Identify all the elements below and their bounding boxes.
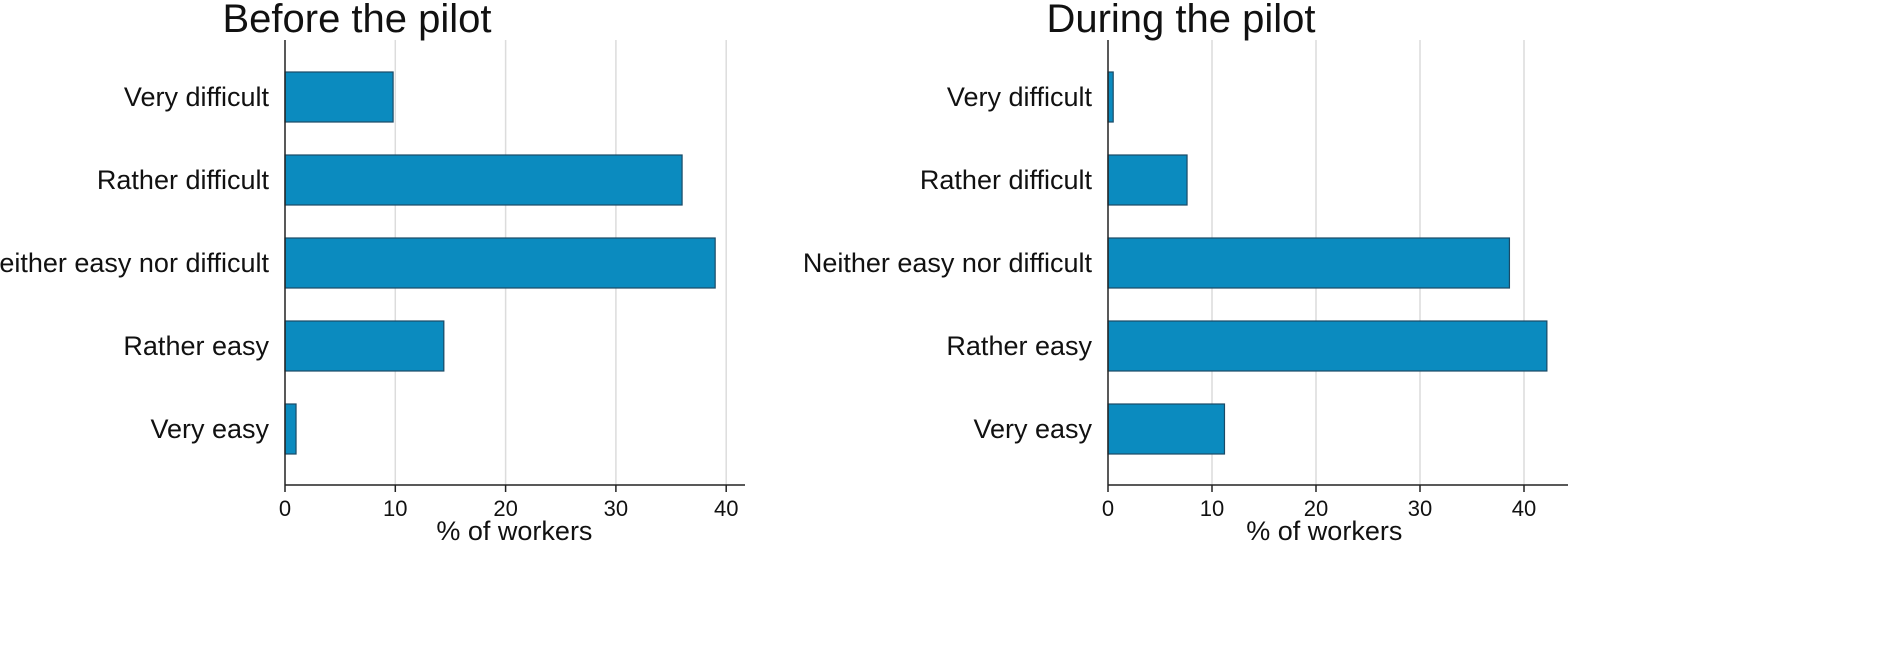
x-tick-label: 30: [604, 496, 628, 521]
bar-rather-difficult: [284, 154, 683, 206]
category-label: Neither easy nor difficult: [803, 248, 1093, 278]
bar-rather-easy: [284, 320, 445, 372]
x-tick-label: 40: [1512, 496, 1536, 521]
bar-neither-easy-nor-difficult: [1107, 237, 1511, 289]
x-tick-label: 30: [1408, 496, 1432, 521]
x-tick-label: 20: [493, 496, 517, 521]
category-label: Very difficult: [947, 82, 1093, 112]
category-label: Rather difficult: [97, 165, 270, 195]
x-tick-label: 40: [714, 496, 738, 521]
x-tick-label: 0: [1102, 496, 1114, 521]
x-tick-label: 10: [383, 496, 407, 521]
category-label: Very easy: [150, 414, 269, 444]
category-label: Very easy: [973, 414, 1092, 444]
panel-title: During the pilot: [1046, 0, 1315, 41]
panel-title: Before the pilot: [222, 0, 491, 41]
x-tick-label: 20: [1304, 496, 1328, 521]
category-label: Neither easy nor difficult: [0, 248, 269, 278]
x-tick-label: 10: [1200, 496, 1224, 521]
category-label: Rather difficult: [920, 165, 1093, 195]
bar-very-easy: [284, 403, 297, 455]
bar-rather-easy: [1107, 320, 1548, 372]
category-label: Rather easy: [123, 331, 269, 361]
bar-rather-difficult: [1107, 154, 1188, 206]
bar-very-difficult: [1107, 71, 1114, 123]
bar-very-difficult: [284, 71, 394, 123]
bar-very-easy: [1107, 403, 1226, 455]
x-tick-label: 0: [279, 496, 291, 521]
x-axis-label: % of workers: [1246, 516, 1402, 546]
x-axis-label: % of workers: [436, 516, 592, 546]
bar-neither-easy-nor-difficult: [284, 237, 716, 289]
category-label: Rather easy: [946, 331, 1092, 361]
category-label: Very difficult: [124, 82, 270, 112]
